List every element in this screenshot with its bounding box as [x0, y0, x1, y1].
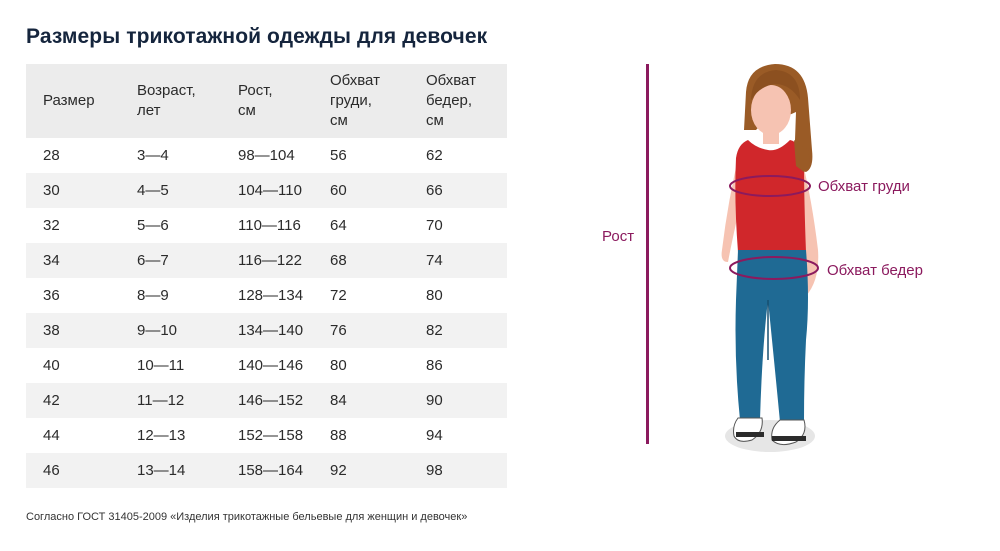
- cell-chest: 72: [330, 287, 347, 304]
- table-row: 36 8—9 128—134 72 80: [26, 278, 507, 313]
- cell-height: 116—122: [221, 243, 313, 278]
- cell-hips: 62: [426, 147, 443, 164]
- cell-size: 44: [43, 427, 60, 444]
- cell-hips: 94: [426, 427, 443, 444]
- cell-chest: 56: [330, 147, 347, 164]
- cell-hips: 98: [409, 453, 507, 488]
- table-row: 34 6—7 116—122 68 74: [26, 243, 507, 278]
- table-row: 44 12—13 152—158 88 94: [26, 418, 507, 453]
- cell-hips: 80: [426, 287, 443, 304]
- cell-height: 110—116: [238, 217, 301, 234]
- right-shoe-sole: [772, 436, 806, 441]
- table-row: 42 11—12 146—152 84 90: [26, 383, 507, 418]
- left-shoe-sole: [736, 432, 764, 437]
- cell-chest: 92: [313, 453, 409, 488]
- cell-age: 13—14: [120, 453, 221, 488]
- cell-height: 140—146: [238, 357, 304, 374]
- cell-age: 9—10: [120, 313, 221, 348]
- cell-age: 12—13: [137, 427, 186, 444]
- hair-shoulder: [794, 140, 810, 172]
- hips-ellipse: [729, 256, 819, 280]
- cell-chest: 60: [313, 173, 409, 208]
- header-chest: Обхват груди, см: [313, 64, 409, 138]
- chest-ellipse: [729, 175, 811, 197]
- hair-fringe: [751, 70, 800, 100]
- header-hips: Обхват бедер, см: [409, 64, 507, 138]
- header-age: Возраст, лет: [120, 64, 221, 138]
- cell-chest: 68: [313, 243, 409, 278]
- cell-size: 38: [26, 313, 120, 348]
- jeans: [735, 250, 808, 422]
- cell-size: 34: [26, 243, 120, 278]
- hips-label: Обхват бедер: [827, 262, 923, 279]
- cell-size: 28: [43, 147, 60, 164]
- size-table: Размер Возраст, лет Рост, см Обхват груд…: [26, 64, 507, 488]
- cell-age: 3—4: [137, 147, 169, 164]
- header-size: Размер: [26, 64, 120, 138]
- table-row: 32 5—6 110—116 64 70: [26, 208, 507, 243]
- cell-size: 42: [26, 383, 120, 418]
- page-title: Размеры трикотажной одежды для девочек: [26, 25, 488, 48]
- cell-age: 10—11: [137, 357, 185, 374]
- table-row: 40 10—11 140—146 80 86: [26, 348, 507, 383]
- cell-height: 128—134: [238, 287, 304, 304]
- cell-size: 32: [43, 217, 60, 234]
- cell-age: 11—12: [120, 383, 221, 418]
- cell-size: 30: [26, 173, 120, 208]
- cell-height: 152—158: [238, 427, 304, 444]
- cell-chest: 84: [313, 383, 409, 418]
- cell-hips: 74: [409, 243, 507, 278]
- neck: [763, 130, 779, 144]
- table-row: 46 13—14 158—164 92 98: [26, 453, 507, 488]
- table-header-row: Размер Возраст, лет Рост, см Обхват груд…: [26, 64, 507, 138]
- cell-age: 5—6: [137, 217, 169, 234]
- cell-height: 104—110: [221, 173, 313, 208]
- cell-chest: 80: [330, 357, 347, 374]
- cell-height: 146—152: [221, 383, 313, 418]
- cell-hips: 82: [409, 313, 507, 348]
- cell-size: 40: [43, 357, 60, 374]
- cell-height: 134—140: [221, 313, 313, 348]
- cell-age: 8—9: [137, 287, 169, 304]
- table-row: 38 9—10 134—140 76 82: [26, 313, 507, 348]
- height-line: [646, 64, 649, 444]
- cell-hips: 66: [409, 173, 507, 208]
- cell-age: 6—7: [120, 243, 221, 278]
- chest-label: Обхват груди: [818, 178, 910, 195]
- header-height: Рост, см: [221, 64, 313, 138]
- face: [751, 85, 791, 135]
- girl-figure-illustration: [721, 64, 819, 452]
- table-row: 28 3—4 98—104 56 62: [26, 138, 507, 173]
- cell-chest: 88: [330, 427, 347, 444]
- cell-chest: 64: [330, 217, 347, 234]
- cell-hips: 86: [426, 357, 443, 374]
- cell-chest: 76: [313, 313, 409, 348]
- cell-hips: 70: [426, 217, 443, 234]
- cell-size: 36: [43, 287, 60, 304]
- cell-size: 46: [26, 453, 120, 488]
- cell-hips: 90: [409, 383, 507, 418]
- cell-height: 158—164: [221, 453, 313, 488]
- footnote: Согласно ГОСТ 31405-2009 «Изделия трикот…: [26, 511, 468, 523]
- cell-height: 98—104: [238, 147, 295, 164]
- table-row: 30 4—5 104—110 60 66: [26, 173, 507, 208]
- cell-age: 4—5: [120, 173, 221, 208]
- height-label: Рост: [602, 228, 635, 245]
